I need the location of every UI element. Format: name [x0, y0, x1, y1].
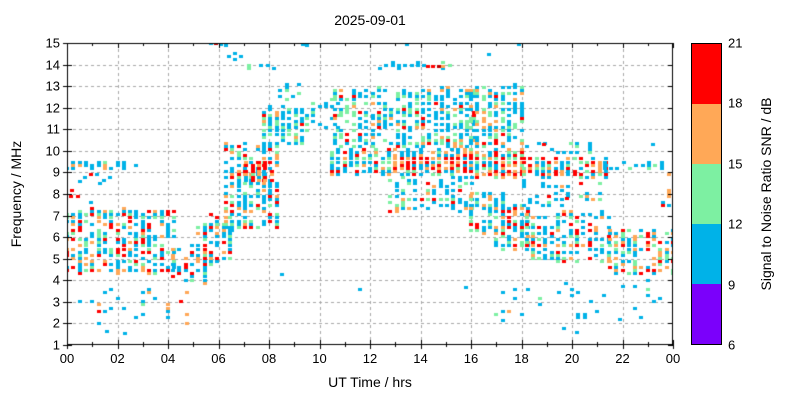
y-axis-title: Frequency / MHz	[8, 140, 24, 248]
x-tick-label: 00	[59, 351, 75, 366]
colorbar-tick-label: 21	[728, 35, 743, 51]
x-tick-label: 18	[514, 351, 529, 366]
x-tick-label: 04	[160, 351, 176, 366]
y-tick-label: 3	[52, 294, 60, 310]
colorbar-tick-label: 9	[728, 277, 736, 293]
y-tick-label: 10	[45, 143, 60, 159]
y-tick-label: 2	[52, 315, 60, 331]
colorbar-segment-orange	[692, 104, 721, 164]
x-tick-label: 20	[564, 351, 580, 366]
colorbar-segment-red	[692, 44, 721, 104]
colorbar-tick-label: 15	[728, 156, 743, 172]
x-tick-label: 14	[413, 351, 428, 366]
x-tick-label: 16	[463, 351, 479, 366]
x-tick-label: 02	[110, 351, 125, 366]
y-tick-label: 4	[52, 272, 60, 288]
y-tick-label: 15	[45, 35, 60, 51]
colorbar-tick-label: 18	[728, 95, 743, 111]
y-tick-label: 12	[45, 100, 60, 116]
y-tick-label: 7	[52, 208, 60, 224]
snr-colorbar	[691, 43, 722, 345]
colorbar-tick-label: 6	[728, 337, 736, 353]
y-tick-label: 5	[52, 251, 60, 267]
x-tick-label: 22	[615, 351, 630, 366]
colorbar-segment-blue	[692, 224, 721, 284]
chart-title: 2025-09-01	[334, 12, 406, 28]
y-tick-label: 14	[45, 57, 60, 73]
y-tick-label: 9	[52, 164, 60, 180]
y-tick-label: 8	[52, 186, 60, 202]
colorbar-segment-purple	[692, 284, 721, 344]
x-axis-title: UT Time / hrs	[328, 374, 412, 390]
x-tick-label: 12	[362, 351, 378, 366]
colorbar-title: Signal to Noise Ratio SNR / dB	[758, 97, 774, 291]
y-tick-label: 11	[46, 121, 61, 137]
colorbar-segment-green	[692, 164, 721, 224]
x-tick-label: 10	[312, 351, 327, 366]
colorbar-tick-label: 12	[728, 216, 743, 232]
y-tick-label: 13	[45, 78, 60, 94]
x-tick-label: 08	[261, 351, 277, 366]
x-tick-label: 00	[665, 351, 681, 366]
y-tick-label: 6	[52, 229, 60, 245]
x-tick-label: 06	[211, 351, 226, 366]
y-tick-label: 1	[52, 337, 60, 353]
